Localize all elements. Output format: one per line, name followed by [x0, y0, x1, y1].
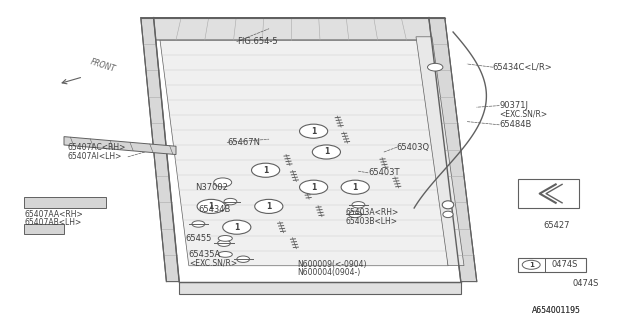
Text: 65403B<LH>: 65403B<LH> — [346, 217, 397, 226]
Circle shape — [218, 240, 230, 246]
Ellipse shape — [218, 252, 232, 257]
Text: 65484B: 65484B — [499, 120, 532, 129]
Circle shape — [252, 163, 280, 177]
Text: 1: 1 — [234, 223, 239, 232]
Text: 1: 1 — [266, 202, 271, 211]
Circle shape — [522, 260, 540, 269]
Text: 65407AC<RH>: 65407AC<RH> — [67, 143, 125, 152]
Polygon shape — [24, 197, 106, 208]
Circle shape — [223, 220, 251, 234]
Text: FRONT: FRONT — [90, 57, 117, 74]
Circle shape — [352, 202, 365, 208]
Circle shape — [300, 180, 328, 194]
Polygon shape — [429, 18, 477, 282]
Polygon shape — [147, 18, 435, 40]
Text: 65407AA<RH>: 65407AA<RH> — [24, 210, 83, 219]
Circle shape — [237, 256, 250, 262]
Bar — [518, 258, 586, 272]
Circle shape — [349, 211, 362, 218]
Text: 65434C<L/R>: 65434C<L/R> — [493, 63, 552, 72]
Ellipse shape — [442, 201, 454, 209]
Text: 1: 1 — [353, 183, 358, 192]
Polygon shape — [141, 18, 179, 282]
Text: 65435A: 65435A — [189, 250, 221, 259]
Text: 1: 1 — [324, 148, 329, 156]
Text: N600009(<-0904): N600009(<-0904) — [298, 260, 367, 268]
Ellipse shape — [218, 236, 232, 241]
Circle shape — [192, 221, 205, 227]
Text: 1: 1 — [263, 166, 268, 175]
Polygon shape — [64, 137, 176, 155]
Text: 0474S: 0474S — [552, 260, 579, 269]
Text: 65427: 65427 — [543, 221, 570, 230]
Text: <EXC.SN/R>: <EXC.SN/R> — [189, 259, 237, 268]
Circle shape — [255, 199, 283, 213]
Text: 65467N: 65467N — [227, 138, 260, 147]
Text: A654001195: A654001195 — [532, 306, 581, 315]
Text: FIG.654-5: FIG.654-5 — [237, 37, 277, 46]
Text: N37002: N37002 — [195, 183, 228, 192]
Text: 65407AB<LH>: 65407AB<LH> — [24, 218, 81, 227]
Circle shape — [197, 199, 225, 213]
Text: 65434B: 65434B — [198, 205, 231, 214]
Text: 1: 1 — [529, 262, 534, 268]
Text: 1: 1 — [311, 183, 316, 192]
Text: <EXC.SN/R>: <EXC.SN/R> — [499, 110, 547, 119]
Text: 65407AI<LH>: 65407AI<LH> — [67, 152, 122, 161]
Polygon shape — [160, 40, 448, 266]
Text: 65403Q: 65403Q — [397, 143, 430, 152]
Text: 0474S: 0474S — [573, 279, 599, 288]
Text: 1: 1 — [209, 202, 214, 211]
Text: 65403A<RH>: 65403A<RH> — [346, 208, 399, 217]
Polygon shape — [24, 224, 64, 234]
Text: 1: 1 — [311, 127, 316, 136]
Polygon shape — [416, 37, 464, 266]
Circle shape — [300, 124, 328, 138]
Ellipse shape — [443, 211, 453, 218]
Polygon shape — [179, 282, 461, 294]
Circle shape — [224, 198, 237, 205]
Text: 90371J: 90371J — [499, 101, 528, 110]
Circle shape — [428, 63, 443, 71]
Circle shape — [312, 145, 340, 159]
Text: N600004(0904-): N600004(0904-) — [298, 268, 361, 277]
Circle shape — [214, 178, 232, 187]
Text: A654001195: A654001195 — [532, 306, 581, 315]
Text: 65455: 65455 — [186, 234, 212, 243]
Text: 65403T: 65403T — [368, 168, 399, 177]
Circle shape — [341, 180, 369, 194]
Bar — [518, 179, 579, 208]
